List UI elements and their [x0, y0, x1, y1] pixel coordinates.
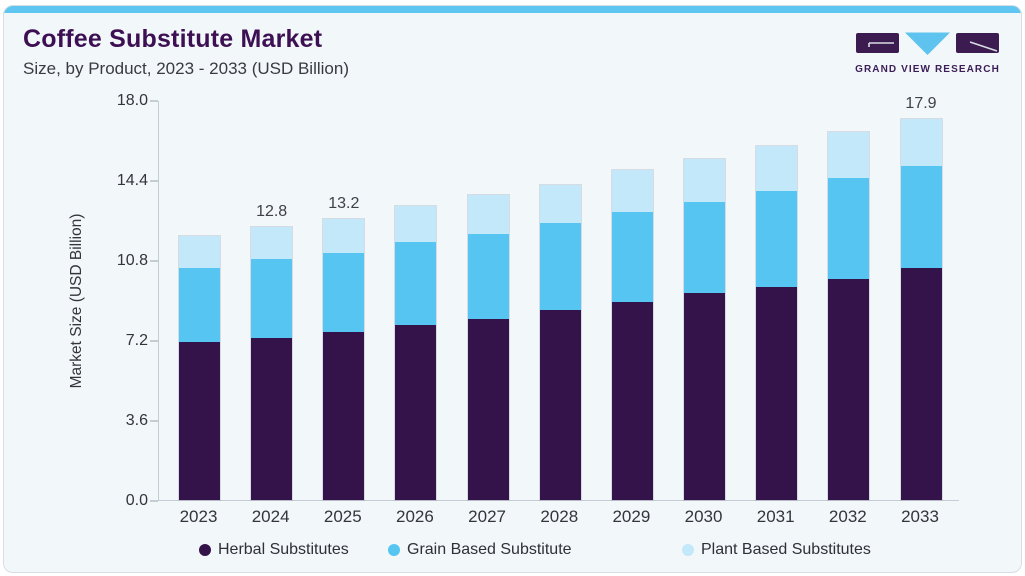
bar-segment-herbal-substitutes [900, 267, 942, 500]
bar-segment-grain-based-substitute [251, 259, 293, 339]
grand-view-research-logo-icon [856, 32, 999, 55]
bar-segment-grain-based-substitute [179, 267, 220, 343]
x-axis: 2023 2024 2025 2026 2027 2028 2029 2030 2031 2032… [4, 507, 1021, 529]
legend-dot-icon [388, 544, 400, 556]
bar-segment-herbal-substitutes [251, 338, 293, 500]
x-axis-label: 2023 [179, 507, 218, 526]
x-axis-label: 2029 [612, 507, 651, 526]
bar-segment-grain-based-substitute [684, 201, 726, 294]
y-tick-label: 18.0 [116, 92, 148, 109]
bar-2023 [179, 235, 220, 500]
bar-2024 [251, 227, 293, 500]
bar-segment-plant-based-substitutes [395, 206, 437, 243]
bar-segment-plant-based-substitutes [684, 159, 726, 202]
x-axis-label: 2024 [251, 507, 290, 526]
bar-segment-grain-based-substitute [611, 212, 653, 302]
chart-header: Coffee Substitute Market Size, by Produc… [23, 24, 349, 79]
y-tick-mark [150, 500, 158, 502]
bar-segment-grain-based-substitute [395, 242, 437, 326]
bar-segment-grain-based-substitute [900, 165, 942, 268]
bar-segment-herbal-substitutes [611, 301, 653, 500]
bar-segment-herbal-substitutes [395, 325, 437, 500]
y-tick-mark [150, 180, 158, 182]
legend-label: Plant Based Substitutes [701, 541, 871, 558]
plot-area: 12.8 13.2 17.9 [158, 95, 959, 501]
page-title: Coffee Substitute Market [23, 25, 323, 53]
bar-segment-plant-based-substitutes [756, 146, 798, 192]
bar-segment-plant-based-substitutes [323, 218, 365, 253]
bar-2027 [467, 195, 509, 500]
y-tick-label: 10.8 [116, 252, 148, 269]
bar-segment-plant-based-substitutes [611, 169, 653, 213]
x-axis-label: 2028 [540, 507, 579, 526]
bar-segment-herbal-substitutes [323, 331, 365, 500]
bar-segment-herbal-substitutes [828, 278, 870, 500]
bar-value-label: 17.9 [905, 94, 937, 112]
bar-segment-grain-based-substitute [323, 252, 365, 332]
bar-2033 [900, 118, 942, 500]
bar-segment-grain-based-substitute [828, 178, 870, 279]
bar-value-label: 13.2 [328, 194, 360, 212]
x-axis-label: 2025 [323, 507, 362, 526]
bar-segment-grain-based-substitute [467, 233, 509, 319]
legend-label: Grain Based Substitute [407, 541, 572, 558]
legend: Herbal Substitutes Grain Based Substitute… [4, 541, 1021, 565]
bar-2026 [395, 206, 437, 500]
y-tick-label: 7.2 [125, 332, 148, 349]
y-tick-mark [150, 260, 158, 262]
legend-dot-icon [199, 544, 211, 556]
legend-label: Herbal Substitutes [218, 541, 349, 558]
legend-dot-icon [682, 544, 694, 556]
bar-value-label: 12.8 [256, 203, 288, 221]
bar-2032 [828, 131, 870, 500]
y-tick-mark [150, 420, 158, 422]
bar-segment-herbal-substitutes [684, 293, 726, 500]
brand-name: GRAND VIEW RESEARCH [855, 64, 1000, 75]
legend-item-grain-based-substitute: Grain Based Substitute [388, 541, 572, 559]
x-axis-label: 2031 [756, 507, 795, 526]
x-axis-label: 2033 [901, 507, 939, 526]
y-axis: 0.0 3.6 7.2 10.8 14.4 18.0 [4, 92, 158, 509]
x-axis-label: 2032 [828, 507, 867, 526]
bar-2025 [323, 218, 365, 500]
bar-segment-herbal-substitutes [179, 342, 220, 500]
x-axis-label: 2030 [684, 507, 723, 526]
y-tick-label: 14.4 [116, 172, 148, 189]
bar-segment-plant-based-substitutes [900, 118, 942, 166]
bar-segment-herbal-substitutes [539, 310, 581, 500]
chart-card: Coffee Substitute Market Size, by Produc… [3, 5, 1022, 573]
bar-segment-plant-based-substitutes [179, 235, 220, 268]
y-tick-mark [150, 100, 158, 102]
y-tick-mark [150, 340, 158, 342]
bar-segment-herbal-substitutes [756, 287, 798, 500]
y-tick-label: 0.0 [125, 492, 148, 509]
bar-2030 [684, 159, 726, 500]
bar-segment-plant-based-substitutes [467, 195, 509, 234]
y-tick-label: 3.6 [125, 412, 148, 429]
bar-segment-plant-based-substitutes [539, 184, 581, 224]
brand-logo: GRAND VIEW RESEARCH [855, 30, 1000, 75]
bar-2031 [756, 146, 798, 500]
top-accent-bar [4, 6, 1021, 13]
legend-item-plant-based-substitutes: Plant Based Substitutes [682, 541, 871, 559]
bar-segment-herbal-substitutes [467, 318, 509, 500]
x-axis-label: 2027 [468, 507, 506, 526]
bar-2029 [611, 169, 653, 500]
page-subtitle: Size, by Product, 2023 - 2033 (USD Billi… [23, 59, 349, 79]
bar-segment-grain-based-substitute [756, 191, 798, 287]
bar-segment-grain-based-substitute [539, 223, 581, 311]
legend-item-herbal-substitutes: Herbal Substitutes [199, 541, 349, 559]
x-axis-label: 2026 [396, 507, 434, 526]
bar-2028 [539, 184, 581, 500]
bar-segment-plant-based-substitutes [251, 227, 293, 260]
bar-segment-plant-based-substitutes [828, 131, 870, 179]
